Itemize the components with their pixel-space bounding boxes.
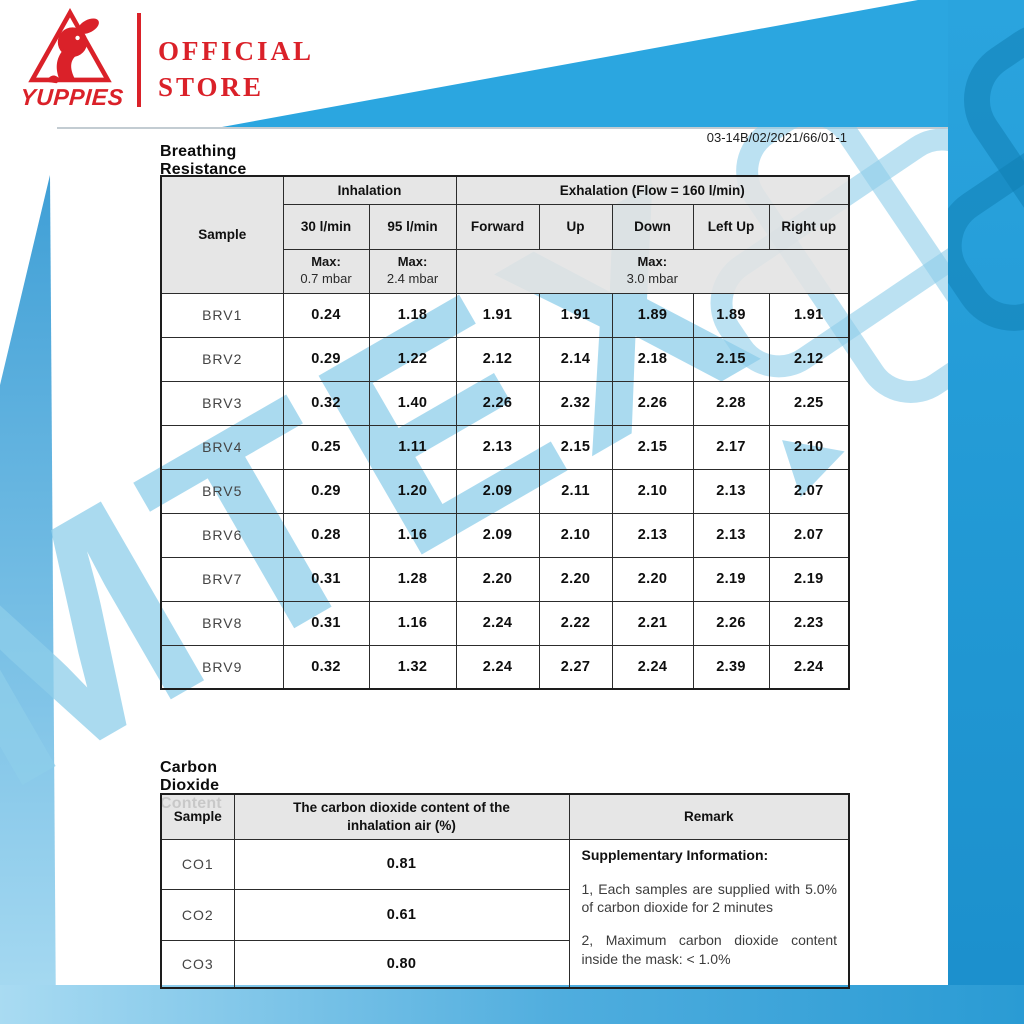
sample-label: CO1 <box>160 838 235 891</box>
co2-header-line1: The carbon dioxide content of the <box>293 799 510 815</box>
co2-col-header-sample: Sample <box>160 793 235 840</box>
yuppies-logo-icon <box>28 8 112 84</box>
official-store-label-line1: OFFICIAL <box>158 36 315 66</box>
max-value-exhalation: 3.0 mbar <box>626 271 678 286</box>
max-value-30lmin: 0.7 mbar <box>300 271 352 286</box>
table-row: BRV3 0.32 1.40 2.26 2.32 2.26 2.28 2.25 <box>160 380 850 426</box>
sample-label: BRV1 <box>160 292 284 338</box>
sample-label: BRV5 <box>160 468 284 514</box>
official-store-label-line2: STORE <box>158 72 265 102</box>
sample-label: BRV4 <box>160 424 284 470</box>
table-row: BRV7 0.31 1.28 2.20 2.20 2.20 2.19 2.19 <box>160 556 850 602</box>
table-row: CO2 0.61 <box>160 889 849 941</box>
supplementary-info-title: Supplementary Information: <box>581 846 769 863</box>
table-row: BRV9 0.32 1.32 2.24 2.27 2.24 2.39 2.24 <box>160 644 850 690</box>
col-header-95lmin: 95 l/min <box>368 203 457 250</box>
sample-label: CO3 <box>160 939 235 989</box>
col-header-leftup: Left Up <box>692 203 770 250</box>
table-row: CO1 0.81 Supplementary Information: 1, E… <box>160 838 850 989</box>
col-header-up: Up <box>538 203 613 250</box>
col-header-rightup: Right up <box>768 203 850 250</box>
table-row: CO3 0.80 <box>160 939 849 989</box>
breathing-resistance-table: Sample Inhalation Exhalation (Flow = 160… <box>160 175 851 690</box>
table-row: BRV5 0.29 1.20 2.09 2.11 2.10 2.13 2.07 <box>160 468 850 514</box>
col-header-down: Down <box>611 203 694 250</box>
max-cell-30lmin: Max: 0.7 mbar <box>282 248 370 294</box>
max-cell-95lmin: Max: 2.4 mbar <box>368 248 457 294</box>
breathing-resistance-title: Breathing Resistance <box>160 143 247 178</box>
bottom-blue-band <box>0 985 1024 1024</box>
remark-item-1: 1, Each samples are supplied with 5.0% o… <box>581 880 838 915</box>
co2-col-header-remark: Remark <box>568 793 850 840</box>
col-header-30lmin: 30 l/min <box>282 203 370 250</box>
left-blue-wedge <box>0 175 56 1024</box>
sample-label: BRV9 <box>160 644 284 690</box>
carbon-dioxide-table: Sample The carbon dioxide content of the… <box>160 793 850 990</box>
table-row: BRV1 0.24 1.18 1.91 1.91 1.89 1.89 1.91 <box>160 292 850 338</box>
brand-header: YUPPIES OFFICIAL STORE <box>0 0 520 120</box>
right-blue-band <box>948 0 1024 1024</box>
col-header-forward: Forward <box>455 203 540 250</box>
remark-item-2: 2, Maximum carbon dioxide content inside… <box>581 932 838 967</box>
document-reference-number: 03-14B/02/2021/66/01-1 <box>706 130 847 145</box>
max-label: Max: <box>637 254 668 270</box>
table-row: BRV6 0.28 1.16 2.09 2.10 2.13 2.13 2.07 <box>160 512 850 558</box>
table-row: BRV4 0.25 1.11 2.13 2.15 2.15 2.17 2.10 <box>160 424 850 470</box>
max-value-95lmin: 2.4 mbar <box>386 271 439 286</box>
sample-label: BRV2 <box>160 336 284 382</box>
sample-label: BRV6 <box>160 512 284 558</box>
sample-label: BRV3 <box>160 380 284 426</box>
sample-label: CO2 <box>160 889 235 941</box>
max-label: Max: <box>311 254 341 270</box>
remark-cell: Supplementary Information: 1, Each sampl… <box>568 838 850 989</box>
brand-divider <box>137 13 141 107</box>
yuppies-wordmark: YUPPIES <box>19 84 125 110</box>
sample-label: BRV7 <box>160 556 284 602</box>
group-header-exhalation: Exhalation (Flow = 160 l/min) <box>455 175 850 205</box>
col-header-sample: Sample <box>160 175 284 294</box>
table-row: BRV8 0.31 1.16 2.24 2.22 2.21 2.26 2.23 <box>160 600 850 646</box>
co2-col-header-content: The carbon dioxide content of the inhala… <box>233 793 570 840</box>
max-cell-exhalation: Max: 3.0 mbar <box>455 248 850 294</box>
group-header-inhalation: Inhalation <box>282 175 457 205</box>
max-label: Max: <box>397 254 428 270</box>
sample-label: BRV8 <box>160 600 284 646</box>
co2-header-line2: inhalation air (%) <box>347 817 456 833</box>
top-blue-wedge <box>222 0 1024 127</box>
table-row: BRV2 0.29 1.22 2.12 2.14 2.18 2.15 2.12 <box>160 336 850 382</box>
